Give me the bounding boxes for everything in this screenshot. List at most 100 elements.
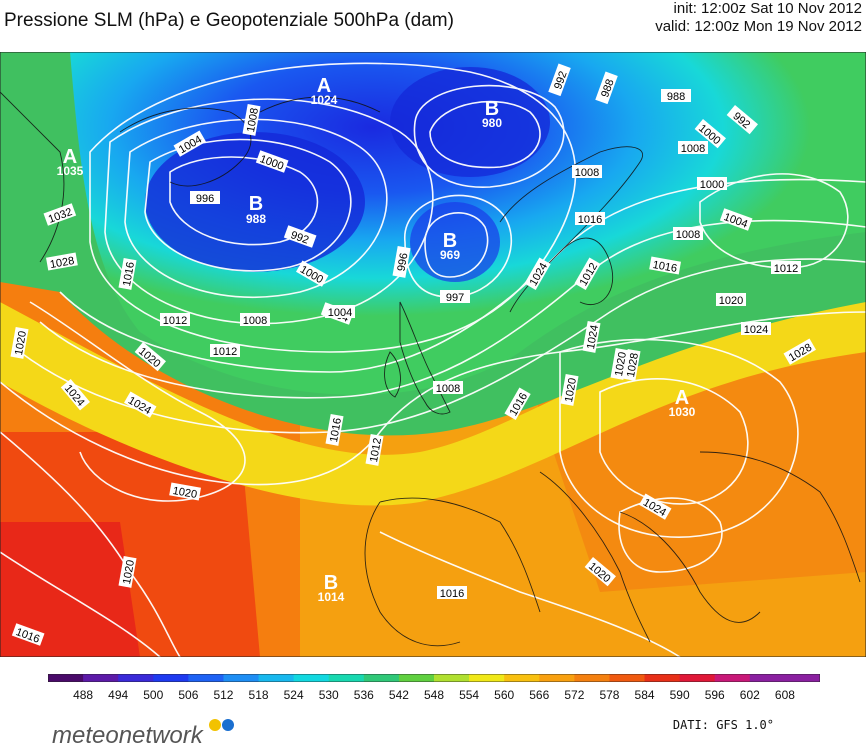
isobar-value: 1012	[213, 346, 237, 358]
colorbar-cell	[293, 674, 330, 682]
colorbar	[48, 674, 820, 682]
colorbar-tick-label: 542	[389, 688, 409, 702]
isobar-value: 992	[552, 70, 570, 91]
colorbar-tick-label: 518	[249, 688, 269, 702]
isobar-label: 1020	[716, 293, 746, 307]
meteonetwork-logo: meteonetwork	[52, 722, 203, 749]
isobar-value: 1012	[368, 437, 384, 463]
colorbar-cell	[574, 674, 610, 682]
isobar-label: 1012	[771, 261, 801, 275]
isobar-label: 1020	[610, 348, 629, 380]
center-value: 988	[246, 212, 266, 226]
low-shade-3	[410, 202, 500, 282]
isobar-value: 1024	[744, 324, 768, 336]
isobar-value: 1016	[121, 261, 137, 287]
isobar-label: 997	[440, 290, 470, 304]
isobar-label: 988	[595, 71, 618, 105]
isobar-label: 1008	[433, 381, 463, 395]
isobar-label: 988	[661, 89, 691, 103]
isobar-label: 996	[190, 191, 220, 205]
isobar-label: 1016	[437, 586, 467, 600]
isobar-label: 1028	[46, 252, 78, 271]
isobar-label: 1016	[118, 258, 137, 290]
center-letter: A	[675, 387, 689, 409]
isobar-label: 1024	[60, 379, 91, 411]
colorbar-tick-label: 596	[705, 688, 725, 702]
colorbar-tick-label: 548	[424, 688, 444, 702]
colorbar-cell	[609, 674, 646, 682]
center-value: 1014	[318, 590, 345, 604]
weather-map: A 1024 B 980 A 1035 B 988 B 969 A 1030 B…	[0, 52, 866, 657]
isobar-value: 1004	[328, 307, 352, 319]
colorbar-tick-label: 494	[108, 688, 128, 702]
isobar-label: 1000	[697, 177, 727, 191]
center-value: 980	[482, 116, 502, 130]
isobar-label: 1012	[160, 313, 190, 327]
colorbar-tick-label: 524	[284, 688, 304, 702]
colorbar-cell	[714, 674, 751, 682]
isobar-label: 992	[283, 225, 317, 248]
isobar-value: 1008	[676, 229, 700, 241]
isobar-value: 1020	[121, 559, 137, 585]
colorbar-cell	[539, 674, 575, 682]
isobar-value: 1008	[575, 167, 599, 179]
colorbar-ticks: 488 494 500 506 512 518 524 530 536 542 548 554 560 5…	[73, 688, 795, 702]
center-value: 1024	[311, 93, 338, 107]
colorbar-cell	[398, 674, 435, 682]
isobar-label: 1016	[325, 414, 344, 446]
isobar-label: 1012	[365, 434, 384, 466]
init-time: init: 12:00z Sat 10 Nov 2012	[673, 0, 862, 17]
colorbar-tick-label: 512	[213, 688, 233, 702]
center-letter: B	[324, 572, 338, 594]
colorbar-tick-label: 608	[775, 688, 795, 702]
center-letter: B	[443, 230, 457, 252]
isobar-value: 996	[395, 252, 410, 272]
colorbar-tick-label: 530	[319, 688, 339, 702]
colorbar-cell	[188, 674, 224, 682]
isobar-value: 1012	[163, 315, 187, 327]
colorbar-tick-label: 560	[494, 688, 514, 702]
coastlines	[0, 91, 861, 647]
isobar-label: 1004	[325, 305, 355, 319]
isobar-value: 988	[667, 91, 685, 103]
colorbar-tick-label: 578	[599, 688, 619, 702]
colorbar-cell	[504, 674, 540, 682]
isobar-value: 1028	[625, 352, 641, 378]
isobar-value: 997	[446, 292, 464, 304]
colorbar-tick-label: 506	[178, 688, 198, 702]
colorbar-tick-label: 488	[73, 688, 93, 702]
isobar-value: 1016	[578, 214, 602, 226]
colorbar-cell	[223, 674, 260, 682]
isobar-value: 1016	[328, 417, 344, 443]
colorbar-tick-label: 536	[354, 688, 374, 702]
isobar-value: 1008	[245, 107, 261, 133]
logo-dots-icon	[209, 719, 234, 731]
colorbar-cell	[258, 674, 295, 682]
isobar-label: 1012	[210, 344, 240, 358]
colorbar-cell	[749, 674, 786, 682]
isobar-value: 1016	[440, 588, 464, 600]
isobar-label: 1020	[118, 556, 137, 588]
center-letter: A	[63, 146, 77, 168]
colorbar-tick-label: 572	[564, 688, 584, 702]
isobar-label: 1016	[649, 256, 681, 275]
data-source-credit: DATI: GFS 1.0°	[672, 718, 774, 732]
colorbar-cell	[328, 674, 365, 682]
isobar-label: 1024	[582, 321, 601, 353]
isobar-value: 1020	[13, 330, 29, 356]
colorbar-tick-label: 584	[635, 688, 655, 702]
colorbar-cells	[48, 674, 820, 682]
colorbar-cell	[153, 674, 189, 682]
colorbar-tick-label: 554	[459, 688, 479, 702]
isobar-label: 996	[392, 246, 411, 278]
isobar-value: 1020	[613, 351, 629, 377]
field-yellow-band	[0, 292, 866, 506]
isobar-label: 1008	[242, 104, 261, 136]
isobar-value: 1020	[172, 485, 198, 501]
map-title: Pressione SLM (hPa) e Geopotenziale 500h…	[4, 10, 454, 31]
colorbar-cell	[679, 674, 716, 682]
colorbar-cell	[644, 674, 681, 682]
isobar-value: 1024	[585, 324, 601, 350]
isobar-value: 1028	[49, 255, 75, 271]
